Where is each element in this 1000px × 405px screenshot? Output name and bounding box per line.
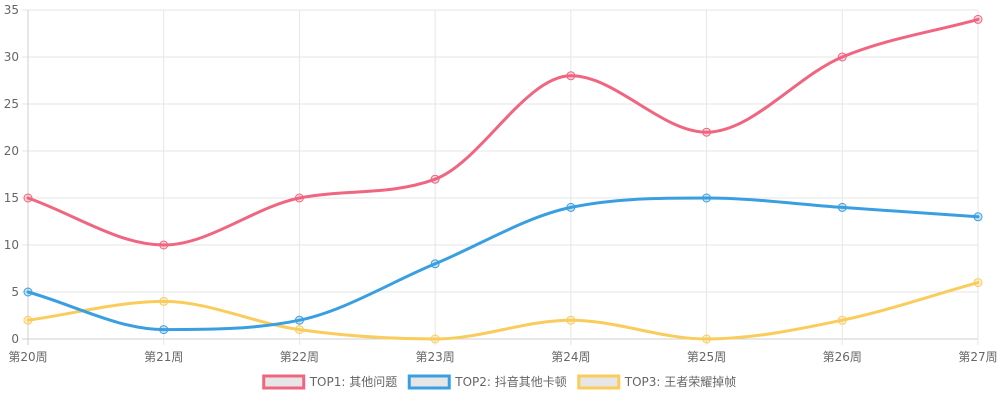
data-point[interactable] <box>23 193 33 203</box>
data-point[interactable] <box>566 71 576 81</box>
legend-swatch <box>407 374 451 390</box>
data-point[interactable] <box>159 296 169 306</box>
y-tick-label: 25 <box>4 97 19 111</box>
x-tick-label: 第23周 <box>416 350 455 364</box>
x-tick-label: 第22周 <box>280 350 319 364</box>
series-line <box>26 196 980 332</box>
legend-label: TOP3: 王者荣耀掉帧 <box>624 375 737 389</box>
y-tick-label: 0 <box>11 332 19 346</box>
data-point[interactable] <box>973 14 983 24</box>
y-tick-label: 10 <box>4 238 19 252</box>
y-tick-label: 30 <box>4 50 19 64</box>
data-point[interactable] <box>23 287 33 297</box>
data-point[interactable] <box>430 259 440 269</box>
x-tick-label: 第26周 <box>823 350 862 364</box>
data-point[interactable] <box>566 202 576 212</box>
x-tick-label: 第27周 <box>958 350 997 364</box>
x-tick-label: 第24周 <box>551 350 590 364</box>
data-point[interactable] <box>837 202 847 212</box>
series-line <box>26 281 980 341</box>
data-point[interactable] <box>294 315 304 325</box>
data-point[interactable] <box>294 325 304 335</box>
legend-item[interactable]: TOP1: 其他问题 <box>262 374 398 390</box>
y-tick-label: 20 <box>4 144 19 158</box>
data-point[interactable] <box>294 193 304 203</box>
legend-label: TOP2: 抖音其他卡顿 <box>454 374 567 389</box>
series-line <box>26 17 980 247</box>
legend-item[interactable]: TOP2: 抖音其他卡顿 <box>407 374 567 390</box>
data-point[interactable] <box>159 325 169 335</box>
x-tick-label: 第21周 <box>144 350 183 364</box>
legend-label: TOP1: 其他问题 <box>309 375 398 389</box>
data-point[interactable] <box>430 334 440 344</box>
x-tick-label: 第20周 <box>8 350 47 364</box>
legend-item[interactable]: TOP3: 王者荣耀掉帧 <box>577 374 737 390</box>
data-point[interactable] <box>973 278 983 288</box>
axes: 0 5 10 15 20 25 30 35 第20周 第21周 第22周 第23周 第24周 第25周 第2… <box>4 3 998 364</box>
data-point[interactable] <box>702 334 712 344</box>
data-point[interactable] <box>837 315 847 325</box>
data-point[interactable] <box>837 52 847 62</box>
y-tick-label: 5 <box>11 285 19 299</box>
data-point[interactable] <box>23 315 33 325</box>
data-point[interactable] <box>702 127 712 137</box>
legend-swatch <box>262 374 306 390</box>
grid <box>22 9 979 345</box>
legend-swatch <box>577 374 621 390</box>
series-lines <box>23 14 983 344</box>
data-point[interactable] <box>430 174 440 184</box>
data-point[interactable] <box>159 240 169 250</box>
y-tick-label: 15 <box>4 191 19 205</box>
data-point[interactable] <box>702 193 712 203</box>
data-point[interactable] <box>566 315 576 325</box>
data-point[interactable] <box>973 212 983 222</box>
legend[interactable]: TOP1: 其他问题 TOP2: 抖音其他卡顿 TOP3: 王者荣耀掉帧 <box>262 374 737 390</box>
y-tick-label: 35 <box>4 3 19 17</box>
x-tick-label: 第25周 <box>687 350 726 364</box>
